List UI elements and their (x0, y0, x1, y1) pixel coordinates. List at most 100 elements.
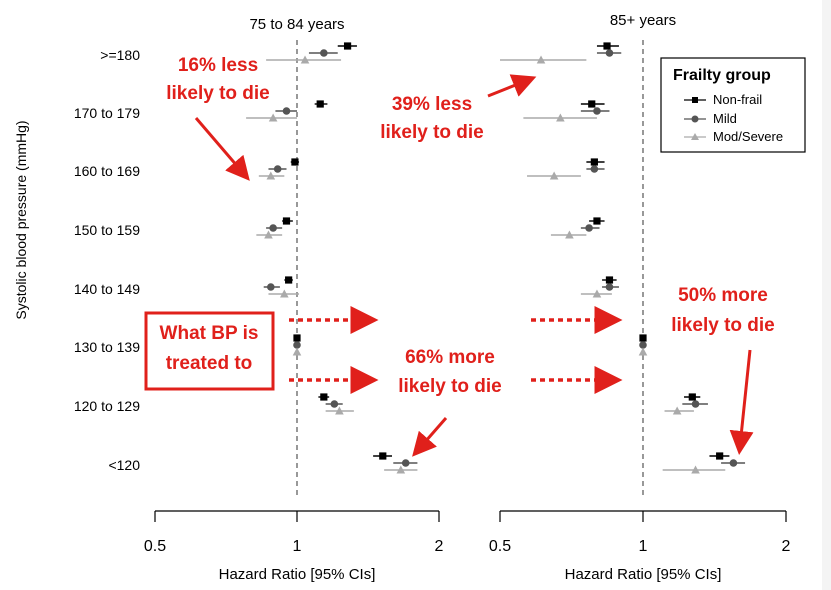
annotation-line: likely to die (398, 376, 501, 397)
point-non-frail (282, 217, 291, 225)
legend-square-marker (692, 97, 698, 103)
annotation-arrow (487, 74, 537, 98)
point-non-frail (688, 393, 696, 401)
point-mod-severe (536, 55, 546, 64)
point-mod-severe (691, 465, 700, 474)
point-mild (639, 341, 647, 349)
point-non-frail (588, 100, 596, 108)
legend-label: Mod/Severe (713, 129, 783, 144)
point-mod-severe (300, 55, 310, 64)
legend-triangle-marker (691, 133, 699, 140)
point-mod-severe (266, 171, 276, 180)
point-mild (282, 107, 291, 115)
annotation-treated-to: What BP is treated to (144, 306, 623, 394)
left-x-axis: 0.5 1 2 (144, 510, 444, 555)
point-mild (401, 459, 410, 467)
legend-label: Mild (713, 111, 737, 126)
annotation-line: 39% less (392, 94, 472, 115)
x-tick-label: 0.5 (489, 538, 511, 555)
right-panel-title: 85+ years (610, 12, 676, 29)
annotation-arrow (729, 349, 754, 455)
right-x-axis: 0.5 1 2 (489, 510, 791, 555)
point-mild (267, 283, 275, 291)
point-mild (585, 224, 593, 232)
point-mild (593, 107, 601, 115)
legend-label: Non-frail (713, 92, 762, 107)
point-mod-severe (264, 230, 273, 239)
point-mod-severe (592, 289, 602, 298)
annotation-line: 50% more (678, 285, 768, 306)
point-mild (269, 224, 277, 232)
point-non-frail (605, 276, 614, 284)
annotation-line: 16% less (178, 55, 258, 76)
legend-item-mod-severe: Mod/Severe (684, 129, 783, 144)
point-mod-severe (565, 230, 574, 239)
category-label: 120 to 129 (74, 398, 140, 414)
annotation-line: likely to die (671, 315, 774, 336)
x-tick-label: 0.5 (144, 538, 166, 555)
left-panel-marks (246, 42, 418, 474)
annotation-line: likely to die (380, 122, 483, 143)
legend-circle-marker (691, 115, 699, 123)
x-tick-label: 2 (435, 538, 444, 555)
point-non-frail (716, 452, 724, 460)
category-label: <120 (108, 457, 140, 473)
right-x-axis-title: Hazard Ratio [95% CIs] (565, 566, 722, 583)
point-mild (605, 283, 614, 291)
annotation-line: treated to (166, 353, 253, 374)
point-mild (729, 459, 738, 467)
right-panel-marks (500, 42, 746, 474)
point-mod-severe (335, 406, 344, 415)
category-label: 140 to 149 (74, 281, 140, 297)
annotation-39-less: 39% less likely to die (380, 74, 537, 143)
annotation-box (144, 311, 275, 391)
point-mod-severe (556, 113, 565, 122)
left-panel-title: 75 to 84 years (249, 16, 344, 33)
annotation-arrow (194, 117, 250, 181)
point-mod-severe (672, 406, 682, 415)
point-mild (330, 400, 339, 408)
point-mild (293, 341, 301, 349)
category-label: 170 to 179 (74, 105, 140, 121)
point-mod-severe (280, 289, 289, 298)
category-label: 150 to 159 (74, 222, 140, 238)
x-tick-label: 1 (639, 538, 648, 555)
point-non-frail (293, 334, 301, 342)
annotation-50-more: 50% more likely to die (671, 285, 775, 455)
y-axis-title: Systolic blood pressure (mmHg) (13, 120, 29, 319)
point-non-frail (639, 334, 647, 342)
point-mild (320, 49, 328, 57)
point-non-frail (285, 276, 293, 284)
category-label: >=180 (100, 47, 140, 63)
annotation-16-less: 16% less likely to die (166, 55, 270, 181)
point-non-frail (603, 42, 611, 50)
point-non-frail (590, 158, 598, 166)
point-non-frail (343, 42, 352, 50)
point-mod-severe (638, 347, 648, 356)
category-label: 160 to 169 (74, 163, 140, 179)
legend-item-non-frail: Non-frail (684, 92, 762, 107)
legend-title: Frailty group (673, 67, 771, 84)
category-label: 130 to 139 (74, 339, 140, 355)
point-mod-severe (549, 171, 559, 180)
left-x-axis-title: Hazard Ratio [95% CIs] (219, 566, 376, 583)
point-non-frail (320, 393, 328, 401)
point-mod-severe (292, 347, 302, 356)
point-non-frail (593, 217, 601, 225)
annotation-line: What BP is (160, 323, 259, 344)
point-mod-severe (268, 113, 278, 122)
point-mild (273, 165, 282, 173)
legend: Frailty group Non-frail Mild Mod/Severe (660, 57, 806, 153)
annotation-line: 66% more (405, 347, 495, 368)
annotation-arrow (412, 417, 448, 457)
legend-item-mild: Mild (684, 111, 737, 126)
point-mild (605, 49, 614, 57)
point-non-frail (316, 100, 324, 108)
annotation-line: likely to die (166, 83, 269, 104)
x-tick-label: 1 (293, 538, 302, 555)
point-mild (590, 165, 599, 173)
point-mild (691, 400, 700, 408)
legend-box (660, 57, 806, 153)
point-non-frail (291, 158, 299, 166)
